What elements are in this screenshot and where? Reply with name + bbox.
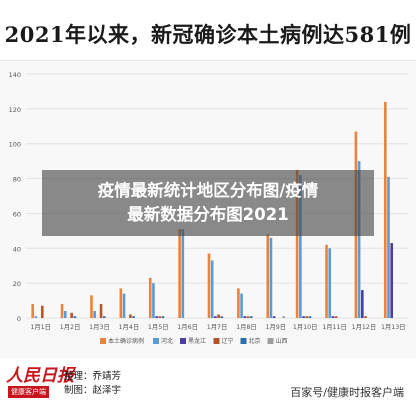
editor-credit: 整理：乔靖芳 — [64, 371, 122, 382]
y-tick-label: 20 — [13, 280, 21, 288]
bar — [148, 277, 152, 318]
bar — [384, 101, 387, 318]
credits: 整理：乔靖芳 制图：赵泽宇 — [64, 370, 121, 398]
bar — [364, 316, 367, 318]
logo-subtitle: 健康客户端 — [8, 386, 49, 398]
x-tick-label: 1月3日 — [89, 323, 110, 331]
y-tick-label: 120 — [9, 106, 21, 114]
bar — [328, 248, 332, 318]
x-tick-label: 1月13日 — [381, 323, 406, 331]
bar — [266, 234, 270, 318]
bar — [390, 243, 394, 318]
source-watermark: 百家号/健康时报客户端 — [290, 386, 404, 399]
x-tick-label: 1月4日 — [119, 323, 140, 331]
bar — [161, 316, 165, 318]
bar — [158, 316, 162, 318]
bar — [210, 260, 214, 318]
bar — [122, 293, 126, 318]
bar — [308, 316, 312, 318]
bar — [217, 314, 220, 318]
legend-label: 辽宁 — [222, 337, 234, 345]
bar — [302, 316, 305, 318]
bar — [63, 311, 67, 318]
footer: 人民日报 健康客户端 整理：乔靖芳 制图：赵泽宇 百家号/健康时报客户端 — [0, 358, 416, 408]
y-tick-label: 80 — [13, 176, 21, 184]
x-tick-label: 1月9日 — [265, 323, 286, 331]
bar — [129, 314, 132, 318]
bar — [220, 316, 224, 318]
bar — [249, 316, 253, 318]
bar — [60, 304, 64, 318]
bar — [357, 161, 361, 318]
bar — [269, 237, 273, 318]
y-tick-label: 40 — [13, 245, 21, 253]
bar — [214, 316, 217, 318]
bar — [31, 304, 34, 318]
header: 2021年以来，新冠确诊本土病例达581例 — [0, 0, 416, 68]
x-tick-label: 1月11日 — [322, 323, 347, 331]
bar — [178, 229, 181, 318]
y-tick-label: 100 — [9, 141, 21, 149]
bar — [93, 311, 96, 318]
bar — [155, 316, 158, 318]
bar — [73, 316, 77, 318]
bar — [34, 316, 38, 318]
legend-label: 本土确诊病例 — [108, 337, 144, 345]
legend-swatch — [240, 338, 247, 344]
people-daily-logo: 人民日报 健康客户端 — [6, 366, 74, 400]
bar — [246, 316, 250, 318]
legend-label: 河北 — [161, 337, 173, 345]
x-tick-label: 1月5日 — [148, 323, 169, 331]
x-tick-label: 1月2日 — [60, 323, 81, 331]
legend-swatch — [213, 338, 220, 344]
bar — [240, 293, 243, 318]
x-tick-label: 1月12日 — [352, 323, 377, 331]
legend-swatch — [100, 338, 106, 344]
bar — [237, 288, 240, 318]
bar — [305, 316, 309, 318]
overlay-title-line-1: 疫情最新统计地区分布图/疫情 — [97, 181, 319, 200]
bar-chart: 0 20 40 60 80 100 120 140 1月1日 1月2日 1月3日 1月4日 1月5日 1月… — [9, 71, 408, 345]
y-tick-label: 60 — [13, 210, 21, 218]
legend-swatch — [180, 338, 186, 344]
bar — [299, 175, 302, 318]
bar — [331, 316, 335, 318]
bar — [387, 176, 390, 318]
bar — [132, 316, 135, 318]
overlay-title-line-2: 最新数据分布图2021 — [127, 205, 289, 224]
bar — [243, 316, 247, 318]
bar — [361, 290, 364, 318]
title-overlay: 疫情最新统计地区分布图/疫情 最新数据分布图2021 — [42, 170, 374, 236]
logo-wordmark: 人民日报 — [6, 366, 74, 386]
legend-swatch — [267, 338, 274, 344]
bar — [40, 305, 44, 318]
bar — [181, 229, 185, 318]
bar — [70, 312, 73, 318]
bar — [334, 316, 338, 318]
x-tick-label: 1月1日 — [30, 323, 51, 331]
y-tick-label: 140 — [9, 71, 21, 79]
legend-label: 黑龙江 — [188, 337, 206, 345]
y-tick-label: 0 — [17, 315, 21, 323]
header-divider — [0, 60, 416, 61]
legend-label: 山西 — [276, 337, 288, 345]
bar — [90, 295, 93, 318]
bar — [295, 169, 299, 318]
x-tick-label: 1月8日 — [236, 323, 257, 331]
bar — [119, 288, 123, 318]
bar — [152, 283, 155, 318]
page-title: 2021年以来，新冠确诊本土病例达581例 — [4, 22, 412, 47]
bar — [99, 304, 103, 318]
bar — [102, 316, 106, 318]
producer-credit: 制图：赵泽宇 — [64, 385, 122, 396]
bar — [325, 244, 328, 318]
x-tick-label: 1月6日 — [177, 323, 198, 331]
bar — [272, 316, 276, 318]
bar — [207, 253, 211, 318]
x-tick-label: 1月10日 — [293, 323, 318, 331]
bar — [282, 316, 286, 318]
legend-swatch — [153, 338, 159, 344]
legend-label: 北京 — [249, 337, 261, 345]
x-tick-label: 1月7日 — [207, 323, 228, 331]
